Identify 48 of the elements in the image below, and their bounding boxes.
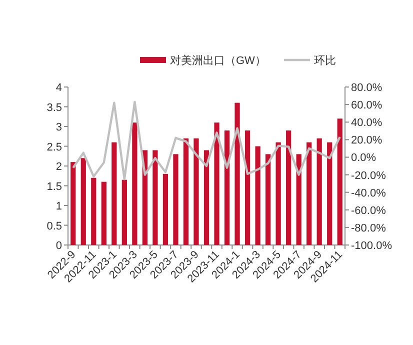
bar — [183, 138, 189, 245]
y-tick-label: 0.5 — [46, 220, 62, 232]
bar — [162, 174, 168, 245]
y-tick-label: 0 — [56, 240, 62, 252]
bar — [132, 122, 138, 245]
bar — [337, 118, 342, 245]
bar — [214, 122, 220, 245]
y2-tick-label: -100.0% — [351, 240, 392, 252]
bar — [194, 138, 199, 245]
y2-tick-label: 0.0% — [351, 152, 376, 164]
y2-tick-label: -40.0% — [351, 187, 386, 200]
bar — [70, 162, 76, 245]
bar — [101, 182, 106, 245]
y-tick-label: 2 — [56, 161, 62, 173]
bar — [255, 146, 260, 245]
bar — [122, 180, 127, 245]
y-tick-label: 3 — [56, 122, 62, 134]
y-tick-label: 2.5 — [46, 141, 62, 154]
y-tick-label: 3.5 — [46, 102, 62, 114]
bar — [286, 130, 292, 245]
y2-tick-label: 40.0% — [351, 117, 382, 130]
y2-tick-label: 60.0% — [351, 100, 382, 112]
bar — [265, 154, 271, 245]
y-tick-label: 1 — [56, 200, 62, 212]
legend-label: 对美洲出口（GW） — [170, 54, 266, 67]
y2-tick-label: -80.0% — [351, 222, 386, 234]
bar — [152, 150, 158, 245]
bar — [173, 154, 178, 245]
legend-label: 环比 — [314, 54, 336, 67]
bar — [276, 142, 281, 245]
bar — [91, 178, 96, 245]
y-tick-label: 4 — [56, 82, 62, 94]
bar — [112, 142, 117, 245]
bar — [204, 150, 210, 245]
bar — [80, 158, 86, 245]
bar — [234, 102, 240, 245]
bar — [224, 130, 230, 245]
bar — [327, 142, 332, 245]
bar — [306, 142, 312, 245]
bar — [296, 154, 302, 245]
y2-tick-label: -20.0% — [351, 170, 386, 182]
line-series — [72, 100, 341, 180]
bar — [316, 138, 322, 245]
bar — [244, 130, 250, 245]
y2-tick-label: 80.0% — [351, 82, 382, 94]
y2-tick-label: 20.0% — [351, 134, 382, 147]
y-tick-label: 1.5 — [46, 180, 62, 193]
y2-tick-label: -60.0% — [351, 204, 386, 217]
